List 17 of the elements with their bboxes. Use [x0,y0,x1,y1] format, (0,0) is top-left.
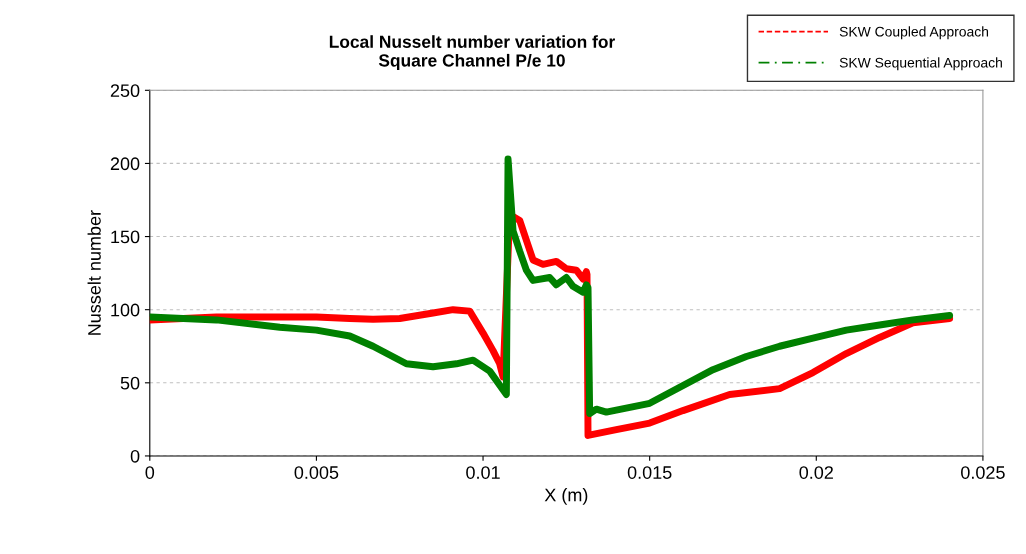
x-axis-title: X (m) [544,488,588,505]
x-tick-label: 0.02 [799,466,833,479]
legend-label: SKW Sequential Approach [839,57,1002,71]
chart-title: Local Nusselt number variation for Square Channel P/e 10 [329,35,615,71]
x-tick-label: 0.005 [294,466,339,479]
legend-label: SKW Coupled Approach [839,26,989,40]
x-tick-label: 0 [145,466,155,479]
y-axis-title: Nusselt number [87,210,101,335]
x-tick-label: 0.01 [466,466,500,479]
x-tick-label: 0.015 [627,466,672,479]
x-tick-label: 0.025 [961,466,1005,479]
y-tick-label: 50 [120,376,140,390]
y-tick-label: 100 [111,303,140,317]
y-tick-label: 250 [110,84,140,98]
y-tick-label: 200 [110,157,140,171]
y-tick-label: 150 [111,230,140,244]
y-tick-label: 0 [130,449,140,463]
